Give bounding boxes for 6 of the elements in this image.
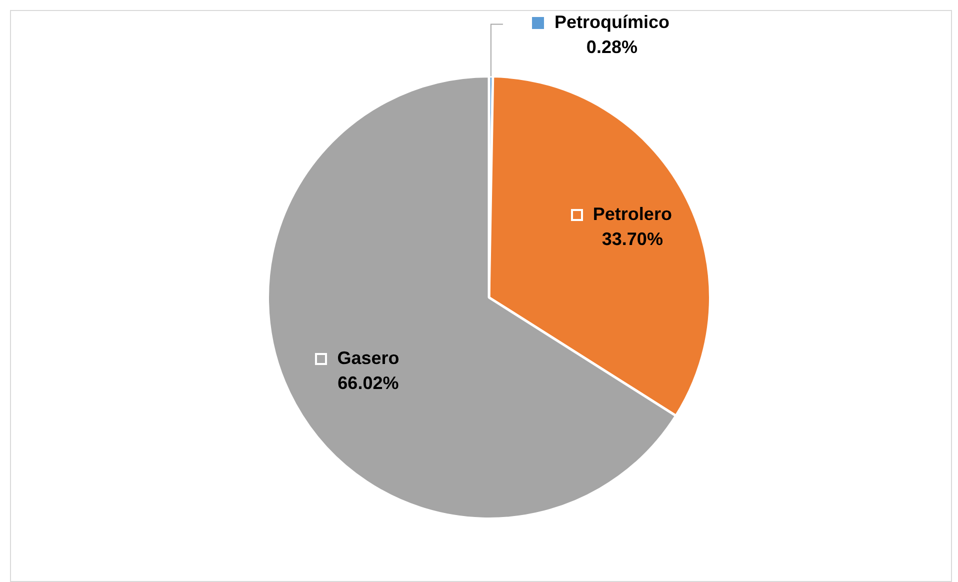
legend-label: Gasero [337,348,400,368]
legend-label: Petroquímico [554,12,670,32]
data-label: 66.02% [338,373,399,394]
data-label: 0.28% [586,37,638,58]
data-label: 33.70% [602,229,663,250]
legend-label: Petrolero [592,204,672,224]
